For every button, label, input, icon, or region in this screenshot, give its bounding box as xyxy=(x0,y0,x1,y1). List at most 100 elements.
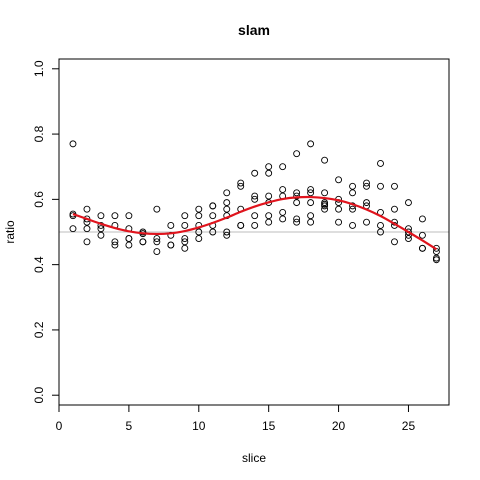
data-point xyxy=(195,205,203,213)
data-point xyxy=(307,189,315,197)
data-point xyxy=(293,218,301,226)
data-point xyxy=(237,182,245,190)
data-point xyxy=(265,169,273,177)
data-point xyxy=(363,182,370,190)
data-point xyxy=(181,244,189,252)
plot-area xyxy=(58,58,450,406)
data-point xyxy=(307,199,315,207)
data-point xyxy=(223,231,231,239)
data-point xyxy=(111,212,119,220)
data-point xyxy=(363,179,370,187)
data-point xyxy=(237,222,245,229)
data-point xyxy=(195,212,203,220)
data-point xyxy=(418,215,426,223)
data-point xyxy=(97,225,105,233)
data-point xyxy=(223,199,231,207)
data-point xyxy=(111,238,119,246)
data-point xyxy=(181,238,189,246)
data-point xyxy=(265,218,273,226)
data-point xyxy=(251,169,259,177)
data-point xyxy=(69,225,77,233)
data-point xyxy=(265,163,273,171)
data-point xyxy=(432,256,440,264)
data-point xyxy=(279,186,287,194)
data-point xyxy=(97,212,105,220)
data-point xyxy=(349,189,356,197)
data-point xyxy=(391,205,398,213)
data-point xyxy=(167,222,175,229)
data-point xyxy=(349,182,356,190)
data-point xyxy=(181,212,189,220)
data-point xyxy=(377,182,384,190)
data-point xyxy=(391,238,398,246)
data-point xyxy=(153,248,161,256)
y-tick-label: 0.6 xyxy=(32,191,46,208)
data-point xyxy=(363,199,370,207)
data-point xyxy=(111,241,119,249)
chart-title: slam xyxy=(238,22,270,38)
data-point xyxy=(293,189,301,197)
data-point xyxy=(307,218,315,226)
data-point xyxy=(181,235,189,242)
data-point xyxy=(377,228,384,236)
data-point xyxy=(265,192,273,200)
data-point xyxy=(251,222,259,229)
x-tick-label: 5 xyxy=(126,419,133,433)
data-points xyxy=(69,140,440,264)
data-point xyxy=(223,228,231,236)
x-tick-label: 0 xyxy=(56,419,63,433)
y-axis-title: ratio xyxy=(3,220,17,244)
data-point xyxy=(321,189,329,197)
y-tick-label: 0.2 xyxy=(32,321,46,338)
data-point xyxy=(418,244,426,252)
data-point xyxy=(279,163,287,171)
data-point xyxy=(293,150,301,158)
data-point xyxy=(293,215,301,223)
data-point xyxy=(125,235,133,242)
data-point xyxy=(69,140,77,148)
data-point xyxy=(349,205,356,213)
y-tick-label: 0.0 xyxy=(32,387,46,404)
data-point xyxy=(335,218,343,226)
data-point xyxy=(237,179,245,187)
y-tick-label: 1.0 xyxy=(32,60,46,77)
data-point xyxy=(83,205,91,213)
data-point xyxy=(223,189,231,197)
data-point xyxy=(321,205,329,213)
data-point xyxy=(195,228,203,236)
data-point xyxy=(405,199,412,207)
data-point xyxy=(209,212,217,220)
data-point xyxy=(335,205,343,213)
data-point xyxy=(97,231,105,239)
data-point xyxy=(223,205,231,213)
y-tick-label: 0.4 xyxy=(32,256,46,273)
x-tick-label: 25 xyxy=(402,419,416,433)
x-axis-title: slice xyxy=(242,451,266,465)
x-tick-label: 20 xyxy=(332,419,346,433)
data-point xyxy=(153,238,161,246)
data-point xyxy=(83,225,91,233)
data-point xyxy=(307,186,315,194)
data-point xyxy=(279,215,287,223)
data-point xyxy=(125,241,133,249)
data-point xyxy=(153,205,161,213)
data-point xyxy=(125,212,133,220)
data-point xyxy=(209,228,217,236)
data-point xyxy=(195,235,203,242)
fit-curve xyxy=(72,195,438,251)
data-point xyxy=(377,160,384,167)
data-point xyxy=(307,140,315,148)
data-point xyxy=(321,156,329,164)
data-point xyxy=(335,176,343,184)
data-point xyxy=(405,235,412,242)
data-point xyxy=(279,208,287,216)
data-point xyxy=(251,192,259,200)
data-point xyxy=(391,182,398,190)
data-point xyxy=(181,222,189,229)
data-point xyxy=(153,235,161,242)
data-point xyxy=(251,195,259,203)
data-point xyxy=(349,222,356,229)
data-point xyxy=(307,212,315,220)
data-point xyxy=(418,231,426,239)
